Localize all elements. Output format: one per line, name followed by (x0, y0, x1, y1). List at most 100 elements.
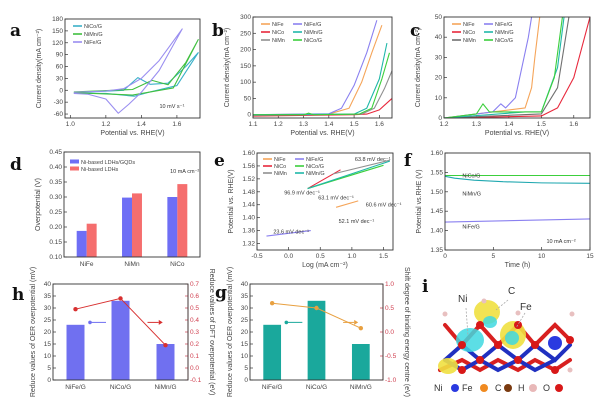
y-tick-label: 15 (44, 341, 52, 348)
y-tick-label: 5 (244, 365, 248, 372)
bar-NiCo/G (307, 300, 326, 380)
x-tick-label: 5 (492, 253, 496, 260)
series-line-nifeg (73, 28, 183, 114)
y2-tick-label: 0.4 (190, 317, 199, 324)
legend-entry: NiMn (463, 38, 476, 44)
x-tick-label: 10 (538, 253, 546, 260)
secondary-point (73, 307, 78, 312)
atom-label-fe: Fe (520, 302, 532, 313)
x-axis-label: Potential vs. RHE(V) (290, 130, 354, 137)
y-axis-label: Overpotential (V) (35, 178, 42, 231)
y-tick-label: 1.40 (242, 215, 255, 222)
panel-h: h 0 5 10 15 20 25 30 35 40 NiFe/G NiCo/G NiMn/G Reduc… (12, 267, 215, 397)
panel-a: a -60 -30 0 30 60 90 120 150 180 1.0 1.2 1.4 1.6 Poten… (10, 16, 201, 137)
x-category-label: NiCo/G (110, 384, 131, 391)
y-tick-label: 1.56 (242, 163, 255, 170)
x-axis-label: Time (h) (505, 262, 531, 269)
bar-NiCo (177, 184, 188, 257)
legend-entry: NiMn/G (306, 171, 325, 177)
series-line-nimn (443, 16, 570, 119)
bar-NiFe (86, 223, 97, 257)
panel-label-d: d (10, 155, 22, 175)
y-tick-label: 35 (44, 293, 52, 300)
y-tick-label: 40 (241, 281, 249, 288)
x-category-label: NiCo (170, 261, 185, 268)
x-tick-label: 1.3 (299, 121, 308, 128)
panel-label-i: i (422, 277, 429, 297)
y-tick-label: 0.10 (49, 254, 62, 261)
y-tick-label: 150 (52, 28, 63, 35)
annotation: 96.9 mV dec⁻¹ (284, 191, 320, 197)
y-tick-label: 1.44 (242, 202, 255, 209)
secondary-point (118, 296, 123, 301)
legend-entry: NiCo (463, 30, 475, 36)
y-tick-label: 20 (44, 329, 52, 336)
y-tick-label: 50 (244, 95, 252, 102)
legend-entry: NiFe (274, 157, 286, 163)
legend-entry: Ni-based LDHs (81, 167, 119, 173)
x-tick-label: 0 (443, 253, 447, 260)
y-tick-label: 0.40 (49, 164, 62, 171)
x-tick-label: 1.2 (274, 121, 283, 128)
legend-dot-fe (480, 384, 488, 392)
bar-NiCo (167, 197, 178, 257)
y-axis-label: Current density(mA cm⁻²) (415, 28, 422, 108)
y-axis-label: Potential vs.RHE (V) (416, 169, 423, 233)
y-tick-label: 0.15 (49, 239, 62, 246)
y-tick-label: 0.35 (49, 179, 62, 186)
x-tick-label: 0.0 (284, 253, 293, 260)
y-tick-label: 10 (241, 353, 249, 360)
y-tick-label: 300 (240, 14, 251, 21)
y2-axis-label: Reduce values of DFT overpotential (eV) (208, 269, 215, 396)
y-tick-label: 1.40 (430, 228, 443, 235)
series-line-nimn (332, 159, 390, 175)
y2-tick-label: 0.0 (190, 365, 199, 372)
x-category-label: NiFe (80, 261, 94, 268)
bar-NiFe (76, 230, 87, 257)
series-line-nimng (444, 175, 591, 184)
panel-label-h: h (12, 285, 24, 305)
legend-dot-c (504, 384, 512, 392)
y-tick-label: 250 (240, 30, 251, 37)
y-tick-label: 0 (47, 377, 51, 384)
x-tick-label: 1.4 (324, 121, 333, 128)
series-line-nicog (73, 52, 199, 97)
legend-entry: NiMn/G (84, 32, 103, 38)
y-tick-label: 20 (435, 75, 443, 82)
y-tick-label: 1.45 (430, 208, 443, 215)
annotation: 60.6 mV dec⁻¹ (366, 202, 402, 208)
x-category-label: NiFe/G (262, 384, 283, 391)
y2-tick-label: 0.5 (385, 305, 394, 312)
x-tick-label: 1.3 (472, 121, 481, 128)
left-axis-arrow-head (88, 320, 92, 325)
y-tick-label: 40 (44, 281, 52, 288)
x-category-label: NiMn (124, 261, 140, 268)
annotation: 63.1 mV dec⁻¹ (318, 196, 354, 202)
y-tick-label: 5 (47, 365, 51, 372)
plot-frame (249, 283, 384, 381)
y-tick-label: 100 (240, 79, 251, 86)
annotation: 23.6 mV dec⁻¹ (273, 230, 309, 236)
atom-label-ni: Ni (458, 294, 467, 305)
y-tick-label: 150 (240, 63, 251, 70)
y-tick-label: 1.55 (430, 169, 443, 176)
legend-entry: NiMn (274, 171, 287, 177)
legend-swatch (70, 159, 79, 164)
plot-frame (256, 152, 394, 251)
y2-tick-label: 0.0 (385, 329, 394, 336)
legend-entry: NiCo/G (84, 24, 102, 30)
atoms (442, 298, 575, 374)
x-category-label: NiMn/G (350, 384, 372, 391)
y2-tick-label: -1.0 (385, 377, 397, 384)
legend-dot-ni (451, 384, 459, 392)
bar-NiMn/G (156, 344, 175, 380)
y-tick-label: 0.45 (49, 149, 62, 156)
x-tick-label: 0.5 (316, 253, 325, 260)
atom-callouts (465, 299, 526, 337)
x-axis-label: Log (mA cm⁻²) (302, 262, 348, 269)
y-tick-label: 0 (59, 87, 63, 94)
y-tick-label: 1.52 (242, 176, 255, 183)
y-tick-label: 1.60 (430, 150, 443, 157)
